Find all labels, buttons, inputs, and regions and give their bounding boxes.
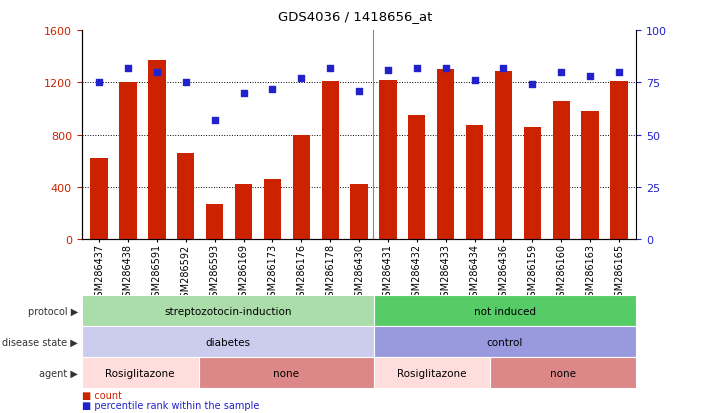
Text: GDS4036 / 1418656_at: GDS4036 / 1418656_at — [278, 10, 433, 23]
Point — [469, 78, 481, 84]
Point — [267, 86, 278, 93]
Text: diabetes: diabetes — [205, 337, 250, 347]
Bar — [206, 204, 223, 240]
Bar — [408, 116, 425, 240]
Bar — [379, 81, 397, 240]
Text: protocol ▶: protocol ▶ — [28, 306, 78, 316]
Text: streptozotocin-induction: streptozotocin-induction — [164, 306, 292, 316]
Point — [383, 67, 394, 74]
Point — [122, 65, 134, 72]
Point — [411, 65, 422, 72]
Point — [353, 88, 365, 95]
Text: Rosiglitazone: Rosiglitazone — [397, 368, 467, 378]
Bar — [552, 101, 570, 240]
Point — [614, 69, 625, 76]
Text: none: none — [273, 368, 299, 378]
Text: control: control — [487, 337, 523, 347]
Point — [209, 117, 220, 124]
Point — [93, 80, 105, 86]
Bar — [293, 135, 310, 240]
Bar — [177, 154, 194, 240]
Bar — [90, 159, 108, 240]
Point — [440, 65, 451, 72]
Bar — [437, 70, 454, 240]
Point — [324, 65, 336, 72]
Text: Rosiglitazone: Rosiglitazone — [105, 368, 175, 378]
Bar — [524, 128, 541, 240]
Point — [555, 69, 567, 76]
Text: not induced: not induced — [474, 306, 536, 316]
Text: none: none — [550, 368, 577, 378]
Bar — [351, 185, 368, 240]
Text: ■ percentile rank within the sample: ■ percentile rank within the sample — [82, 400, 259, 410]
Bar — [466, 126, 483, 240]
Point — [180, 80, 191, 86]
Point — [498, 65, 509, 72]
Text: disease state ▶: disease state ▶ — [2, 337, 78, 347]
Point — [527, 82, 538, 88]
Bar — [495, 71, 512, 240]
Bar — [235, 185, 252, 240]
Point — [296, 76, 307, 82]
Text: agent ▶: agent ▶ — [39, 368, 78, 378]
Bar — [582, 112, 599, 240]
Point — [151, 69, 163, 76]
Bar — [610, 82, 628, 240]
Point — [584, 74, 596, 80]
Bar — [321, 82, 339, 240]
Bar — [264, 180, 281, 240]
Point — [237, 90, 249, 97]
Bar — [119, 83, 137, 240]
Bar — [148, 61, 166, 240]
Text: ■ count: ■ count — [82, 389, 122, 399]
